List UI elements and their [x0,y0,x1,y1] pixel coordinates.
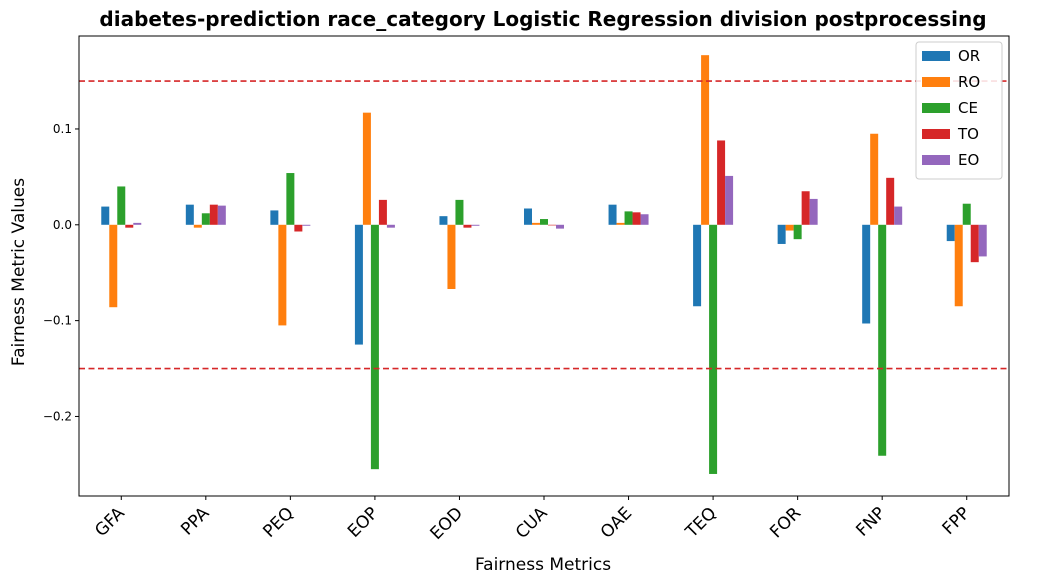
x-tick-label: FOR [766,503,805,542]
legend-label-or: OR [958,47,980,65]
x-tick-label: FNP [852,503,889,540]
bar-to-fpp [970,224,979,263]
bar-ro-eod [447,224,456,289]
bar-ro-fnp [870,133,879,225]
bar-or-oae [608,204,617,225]
bar-ro-peq [278,224,287,326]
legend: OR RO CE TO EO [915,41,1003,180]
x-tick-label: FPP [939,503,975,539]
bar-ce-eop [370,224,379,470]
bar-ce-ppa [201,213,210,225]
bar-ro-cua [532,222,540,225]
legend-label-ce: CE [958,99,978,117]
bar-to-ppa [209,204,218,225]
bar-to-eop [378,199,387,225]
y-tick-label: 0.0 [53,218,72,232]
bar-eo-peq [302,224,311,226]
bar-ce-gfa [117,186,126,225]
bar-eo-ppa [217,205,226,225]
legend-label-to: TO [957,125,979,143]
bar-eo-cua [556,224,564,229]
y-tick-label: −0.2 [43,409,72,423]
bar-eo-eop [386,224,395,228]
bar-ce-oae [624,211,633,225]
y-axis-label: Fairness Metric Values [9,178,29,366]
y-tick-label: 0.1 [53,122,72,136]
legend-swatch-ro [922,77,950,87]
bar-ro-gfa [109,224,118,308]
x-tick-label: TEQ [681,503,720,542]
x-tick-label: PEQ [259,503,297,541]
legend-label-ro: RO [958,73,980,91]
legend-swatch-eo [922,155,950,165]
chart-title: diabetes-prediction race_category Logist… [99,7,986,31]
bar-to-peq [294,224,303,232]
bar-eo-teq [725,175,734,225]
bar-or-eod [439,216,448,225]
bar-ro-fpp [954,224,963,307]
legend-swatch-to [922,129,950,139]
bar-ce-for [793,224,802,240]
y-tick-label: −0.1 [43,314,72,328]
bar-or-fpp [946,224,955,242]
bar-ro-eop [362,112,371,225]
bar-eo-for [809,198,818,225]
bar-or-cua [524,208,532,225]
bar-eo-fpp [978,224,987,257]
bar-to-cua [548,224,556,226]
plot-area [79,55,1009,474]
bar-eo-oae [640,214,649,225]
x-tick-label: PPA [177,503,213,539]
bar-ce-cua [540,219,548,225]
bar-ro-ppa [193,224,202,228]
bar-or-fnp [862,224,871,324]
bar-eo-gfa [133,222,142,225]
bar-or-gfa [101,206,110,225]
bar-to-gfa [125,224,134,228]
bar-ro-teq [701,55,710,225]
bar-ce-teq [709,224,718,474]
bar-to-teq [717,140,726,225]
bar-to-for [801,191,810,225]
legend-box [915,41,1003,180]
bar-ce-peq [286,173,295,225]
bar-or-peq [270,210,279,225]
bar-to-oae [632,212,641,225]
bar-ce-fpp [962,203,971,225]
x-axis-label: Fairness Metrics [475,555,611,575]
x-tick-label: GFA [91,503,129,541]
x-tick-label: EOP [344,503,382,541]
bar-eo-eod [471,224,480,226]
legend-swatch-or [922,51,950,61]
legend-label-eo: EO [958,151,979,169]
bar-ro-for [785,224,794,231]
x-tick-label: CUA [512,503,552,543]
bar-to-eod [463,224,472,228]
bar-or-teq [693,224,702,307]
bar-or-for [777,224,786,244]
x-tick-label: EOD [427,503,467,543]
bar-eo-fnp [894,206,903,225]
bar-ce-eod [455,199,464,225]
bar-to-fnp [886,177,895,225]
legend-swatch-ce [922,103,950,113]
x-tick-label: OAE [597,503,636,542]
bar-ce-fnp [878,224,887,456]
bar-or-ppa [185,204,194,225]
bar-or-eop [354,224,363,345]
bar-ro-oae [616,222,625,225]
